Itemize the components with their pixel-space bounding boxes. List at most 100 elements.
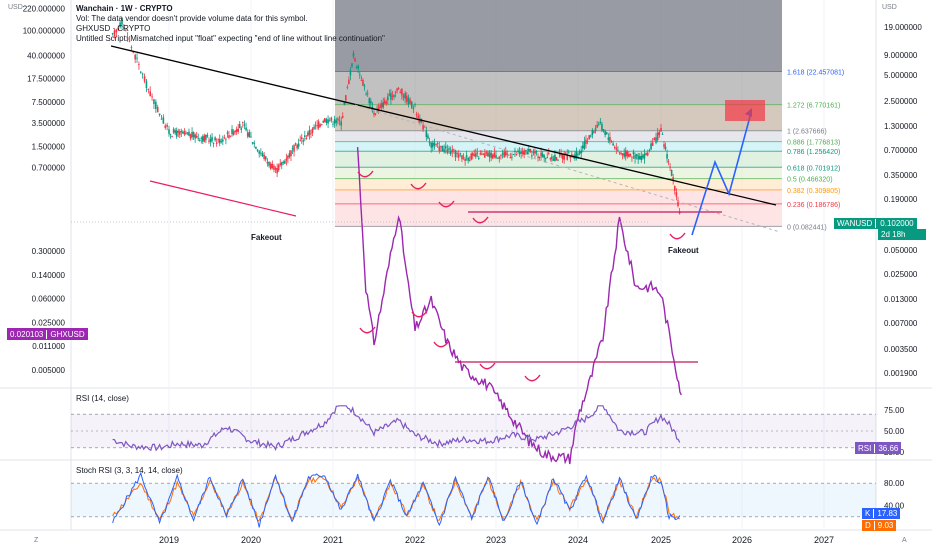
wan-candle-body (588, 135, 590, 140)
wan-candle-body (658, 131, 661, 136)
wan-candle-body (427, 135, 429, 139)
symbol-title[interactable]: Wanchain · 1W · CRYPTO (76, 4, 173, 13)
wan-candle-body (121, 18, 123, 25)
wan-candle-body (441, 145, 444, 151)
wan-candle-body (517, 150, 519, 153)
wan-candle-body (661, 133, 664, 135)
script-error-label[interactable]: Untitled Script: Mismatched input "float… (76, 34, 385, 43)
wan-candle-body (402, 95, 405, 98)
wan-candle-body (385, 101, 388, 104)
wan-candle-body (526, 151, 529, 155)
stoch-d-value: 9.03 (873, 521, 897, 530)
stoch-axis-tick: 40.00 (884, 502, 905, 511)
fib-zone-band (335, 203, 782, 227)
fib-level-label: 1 (2.637666) (787, 129, 827, 136)
stoch-rsi-title[interactable]: Stoch RSI (3, 3, 14, 14, close) (76, 466, 183, 475)
wan-candle-body (388, 94, 391, 96)
fib-zone-band (335, 104, 782, 131)
wan-candle-body (174, 130, 176, 134)
wan-candle-body (476, 152, 479, 154)
wan-candle-body (366, 93, 369, 95)
wan-candle-body (650, 143, 652, 150)
wan-candle-body (291, 148, 294, 150)
wan-candle-body (484, 153, 486, 158)
right-axis-tick: 19.000000 (884, 23, 922, 32)
wan-candle-body (631, 156, 633, 158)
wan-candle-body (632, 151, 635, 155)
wan-candle-body (640, 155, 643, 161)
wan-candle-body (618, 152, 621, 153)
wan-candle-body (171, 136, 173, 137)
wan-candle-body (660, 127, 662, 132)
right-axis-tick: 5.000000 (884, 71, 918, 80)
wan-candle-body (115, 29, 118, 33)
wan-candle-body (251, 142, 254, 144)
wan-candle-body (168, 129, 170, 134)
wan-candle-body (613, 146, 616, 148)
wan-candle-body (549, 158, 552, 160)
compare-symbol-label[interactable]: GHXUSD · CRYPTO (76, 24, 151, 33)
wan-countdown-badge: 2d 18h (878, 229, 926, 240)
stoch-d-badge: D 9.03 (862, 520, 897, 531)
wan-candle-body (228, 135, 230, 138)
marker-arc (411, 310, 428, 318)
auto-scale-toggle[interactable]: A (902, 537, 907, 544)
wan-candle-body (409, 99, 411, 104)
wan-candle-body (564, 152, 567, 155)
dashed-trendline (354, 104, 781, 233)
wan-candle-body (566, 154, 569, 160)
wan-candle-body (149, 91, 151, 97)
left-axis-tick: 3.500000 (32, 119, 66, 128)
wan-candle-body (180, 131, 183, 133)
wan-candle-body (263, 154, 265, 159)
wan-candle-body (410, 101, 413, 108)
wan-candle-body (166, 124, 168, 127)
rsi-title[interactable]: RSI (14, close) (76, 394, 129, 403)
wan-candle-body (673, 186, 676, 191)
wan-candle-body (393, 95, 395, 97)
log-scale-toggle[interactable]: Z (34, 537, 39, 544)
wan-candle-body (340, 121, 342, 126)
wan-candle-body (634, 155, 636, 159)
wan-candle-body (620, 153, 622, 155)
fib-zone-band (335, 189, 782, 204)
wan-candle-body (629, 153, 632, 157)
wan-candle-body (504, 151, 507, 156)
wan-candle-body (186, 132, 189, 134)
wan-candle-body (370, 101, 372, 104)
wan-candle-body (209, 138, 212, 142)
wan-candle-body (380, 103, 383, 108)
wan-candle-body (670, 170, 673, 176)
wan-candle-body (141, 73, 144, 75)
stoch-k-name: K (865, 509, 871, 518)
wan-candle-body (461, 155, 463, 160)
wan-candle-body (449, 151, 452, 154)
rsi-name-label: RSI (858, 443, 872, 453)
right-axis-tick: 0.050000 (884, 246, 918, 255)
wan-candle-body (558, 153, 561, 155)
wan-candle-body (188, 131, 190, 136)
wan-candle-body (601, 124, 603, 131)
wan-candle-body (327, 119, 329, 124)
wan-candle-body (316, 125, 318, 126)
wan-candle-body (412, 107, 415, 109)
fib-level-label: 0.5 (0.466320) (787, 177, 833, 184)
wan-candle-body (248, 132, 251, 138)
wan-candle-body (348, 79, 350, 85)
wan-candle-body (332, 123, 334, 125)
left-axis-tick: 40.000000 (27, 52, 65, 61)
wan-candle-body (554, 154, 556, 162)
wan-candle-body (138, 64, 140, 65)
wan-candle-body (471, 153, 474, 156)
wan-candle-body (246, 132, 249, 137)
wan-candle-body (355, 67, 358, 69)
wan-candle-body (300, 137, 303, 140)
wan-candle-body (621, 153, 624, 156)
wan-candle-body (435, 144, 437, 146)
wan-price-value: 0.102000 (875, 219, 917, 228)
wan-candle-body (346, 86, 349, 88)
wan-candle-body (225, 139, 227, 141)
wan-candle-body (328, 120, 331, 122)
fakeout-label: Fakeout (251, 233, 282, 242)
